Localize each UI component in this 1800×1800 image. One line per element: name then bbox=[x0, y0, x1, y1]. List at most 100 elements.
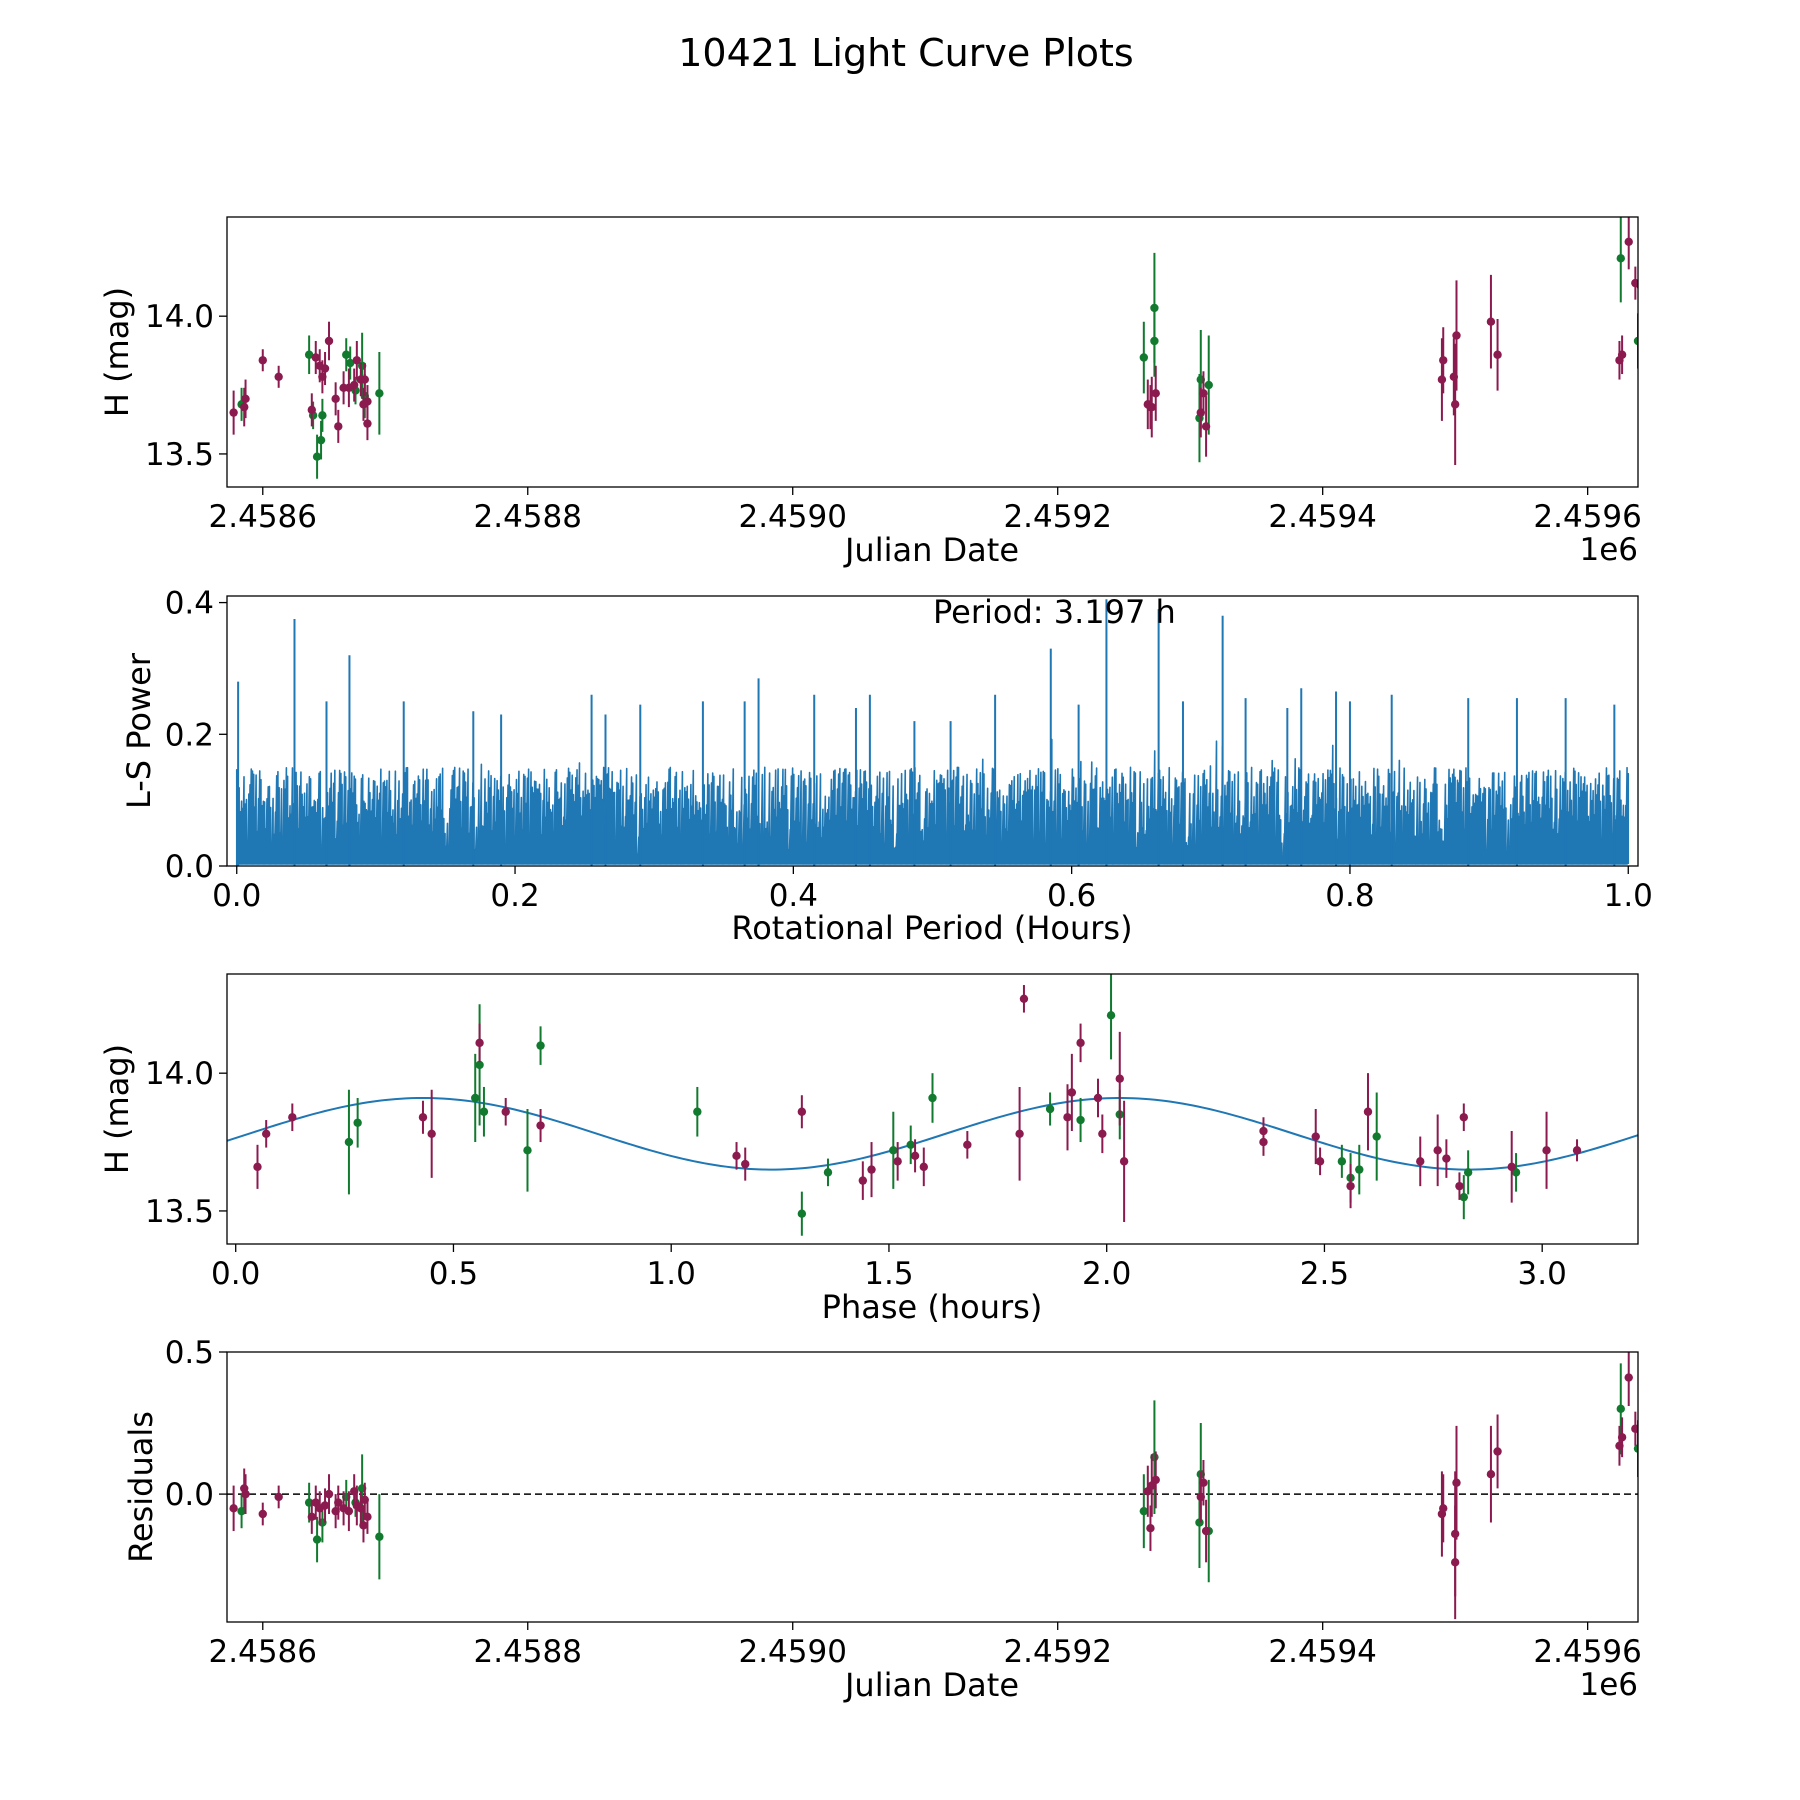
lightcurve-point-purple bbox=[1437, 375, 1447, 384]
phased-point-purple bbox=[1311, 1132, 1320, 1141]
phased-model-curve bbox=[227, 1096, 1638, 1171]
residuals-point-purple bbox=[334, 1498, 343, 1507]
residuals-point-purple bbox=[1617, 1433, 1627, 1442]
phased-point-purple bbox=[741, 1159, 750, 1169]
phased-ylabel: H (mag) bbox=[98, 1044, 136, 1174]
phased-point-green bbox=[1463, 1168, 1473, 1177]
periodogram-ytick-label: 0.0 bbox=[165, 849, 214, 885]
residuals-point-purple bbox=[1486, 1470, 1496, 1479]
periodogram-xtick-label: 0.2 bbox=[490, 878, 539, 914]
periodogram-xtick-label: 0.8 bbox=[1325, 878, 1374, 914]
lightcurve-point-purple bbox=[1624, 237, 1633, 246]
lightcurve-point-purple bbox=[1617, 350, 1627, 359]
lightcurve-point-purple bbox=[320, 364, 330, 373]
lightcurve-point-purple bbox=[229, 408, 238, 417]
phased-point-purple bbox=[1098, 1129, 1107, 1138]
phased-point-purple bbox=[858, 1176, 868, 1185]
lightcurve-xtick-label: 2.4586 bbox=[209, 499, 317, 535]
lightcurve-point-green bbox=[1139, 353, 1149, 362]
lightcurve-point-green bbox=[318, 411, 327, 420]
phased-x-ticks: 0.0 0.5 1.0 1.5 2.0 2.5 3.0 bbox=[211, 1244, 1567, 1292]
residuals-xtick-label: 2.4594 bbox=[1268, 1634, 1376, 1670]
residuals-point-purple bbox=[307, 1512, 316, 1522]
phased-point-purple bbox=[893, 1157, 902, 1166]
residuals-point-purple bbox=[344, 1506, 354, 1516]
lightcurve-xtick-label: 2.4594 bbox=[1268, 499, 1376, 535]
phased-point-green bbox=[889, 1146, 898, 1155]
lightcurve-ytick-label: 13.5 bbox=[145, 437, 214, 473]
phased-point-purple bbox=[1076, 1038, 1085, 1048]
lightcurve-ylabel: H (mag) bbox=[98, 287, 136, 417]
phased-panel: 0.0 0.5 1.0 1.5 2.0 2.5 3.0 13.5 14.0 Phase (ho… bbox=[98, 973, 1639, 1326]
phased-point-purple bbox=[1259, 1126, 1268, 1136]
residuals-point-purple bbox=[320, 1501, 330, 1510]
lightcurve-x-ticks: 2.4586 2.4588 2.4590 2.4592 2.4594 2.4596 bbox=[209, 487, 1642, 535]
phased-point-purple bbox=[1063, 1113, 1072, 1122]
residuals-point-purple bbox=[1493, 1447, 1502, 1456]
residuals-marks bbox=[227, 1352, 1638, 1620]
residuals-point-purple bbox=[324, 1489, 334, 1499]
residuals-panel: 2.4586 2.4588 2.4590 2.4592 2.4594 2.4596 0.0… bbox=[122, 1335, 1642, 1704]
residuals-xlabel: Julian Date bbox=[843, 1666, 1019, 1704]
phased-point-purple bbox=[261, 1129, 271, 1138]
phased-xtick-label: 0.0 bbox=[211, 1256, 260, 1292]
lightcurve-panel: 2.4586 2.4588 2.4590 2.4592 2.4594 2.4596 13.… bbox=[98, 216, 1642, 569]
lightcurve-point-purple bbox=[1631, 278, 1638, 288]
residuals-point-green bbox=[375, 1532, 384, 1541]
phased-y-ticks: 13.5 14.0 bbox=[145, 1056, 227, 1230]
phased-point-purple bbox=[919, 1162, 928, 1172]
residuals-point-green bbox=[237, 1506, 246, 1516]
phased-xlabel: Phase (hours) bbox=[822, 1288, 1043, 1326]
phased-point-purple bbox=[501, 1107, 510, 1116]
phased-point-green bbox=[906, 1140, 915, 1150]
phased-point-green bbox=[1045, 1104, 1055, 1114]
residuals-y-ticks: 0.0 0.5 bbox=[165, 1335, 227, 1513]
periodogram-y-ticks: 0.0 0.2 0.4 bbox=[165, 586, 227, 885]
phased-point-green bbox=[1076, 1115, 1085, 1125]
phased-xtick-label: 1.0 bbox=[647, 1256, 696, 1292]
phased-point-purple bbox=[288, 1113, 297, 1122]
phased-point-green bbox=[1355, 1165, 1364, 1174]
residuals-ylabel: Residuals bbox=[122, 1411, 160, 1563]
phased-point-green bbox=[693, 1107, 702, 1116]
periodogram-ytick-label: 0.4 bbox=[165, 586, 214, 622]
phased-point-purple bbox=[1015, 1129, 1024, 1138]
phased-point-purple bbox=[253, 1162, 262, 1172]
lightcurve-y-ticks: 13.5 14.0 bbox=[145, 299, 227, 473]
periodogram-ytick-label: 0.2 bbox=[165, 717, 214, 753]
phased-point-purple bbox=[1459, 1113, 1469, 1122]
lightcurve-point-purple bbox=[1452, 331, 1461, 340]
phased-point-purple bbox=[427, 1129, 436, 1138]
periodogram-xtick-label: 0.6 bbox=[1047, 878, 1096, 914]
phased-point-green bbox=[523, 1146, 532, 1155]
residuals-point-purple bbox=[363, 1512, 372, 1522]
lightcurve-point-green bbox=[375, 389, 384, 398]
phased-point-purple bbox=[1093, 1093, 1103, 1103]
residuals-point-purple bbox=[1201, 1526, 1211, 1536]
lightcurve-point-purple bbox=[1486, 317, 1496, 326]
lightcurve-point-purple bbox=[1151, 389, 1160, 398]
residuals-point-green bbox=[1195, 1518, 1204, 1527]
phased-point-purple bbox=[910, 1151, 920, 1161]
lightcurve-point-purple bbox=[349, 380, 359, 390]
residuals-point-purple bbox=[241, 1489, 250, 1499]
lightcurve-point-purple bbox=[360, 375, 369, 384]
phased-xtick-label: 0.5 bbox=[429, 1256, 478, 1292]
phased-point-purple bbox=[1115, 1074, 1124, 1083]
phased-point-purple bbox=[1542, 1146, 1551, 1155]
residuals-point-green bbox=[1616, 1404, 1625, 1414]
phased-point-green bbox=[1372, 1132, 1381, 1141]
residuals-point-green bbox=[1139, 1506, 1149, 1516]
lightcurve-point-purple bbox=[363, 397, 372, 406]
lightcurve-point-purple bbox=[258, 356, 267, 365]
residuals-point-purple bbox=[359, 1521, 368, 1530]
lightcurve-point-purple bbox=[1493, 350, 1502, 359]
lightcurve-point-green bbox=[312, 452, 322, 461]
phased-point-purple bbox=[1433, 1146, 1442, 1155]
period-annotation: Period: 3.197 h bbox=[933, 593, 1176, 631]
lightcurve-point-purple bbox=[1199, 389, 1208, 398]
phased-point-purple bbox=[867, 1165, 876, 1174]
phased-point-purple bbox=[536, 1121, 545, 1130]
lightcurve-point-purple bbox=[307, 405, 316, 415]
residuals-point-purple bbox=[229, 1504, 238, 1513]
